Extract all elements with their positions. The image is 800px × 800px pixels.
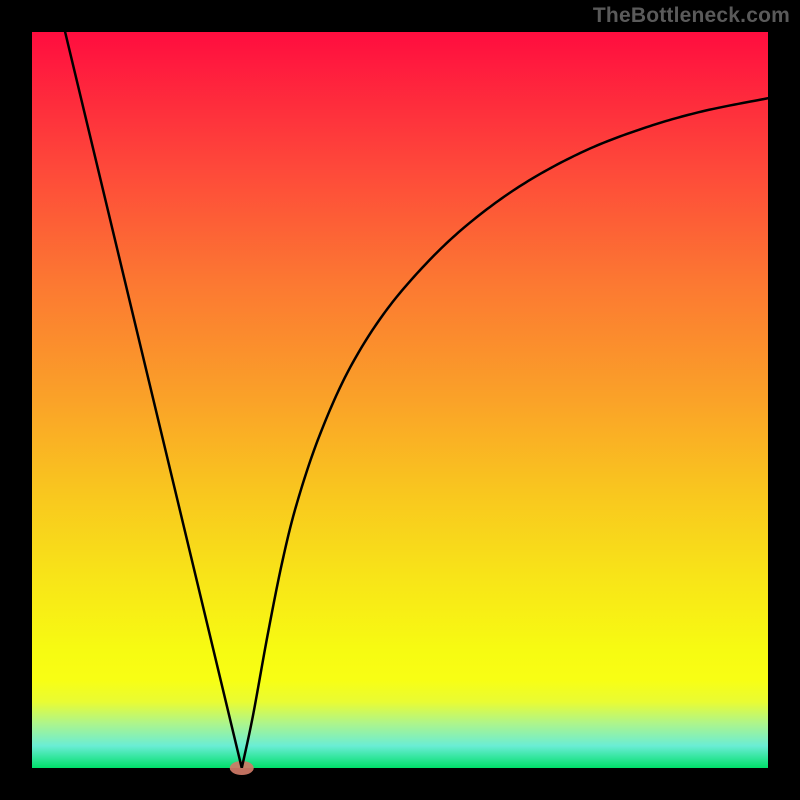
chart-container: { "watermark": { "text": "TheBottleneck.… bbox=[0, 0, 800, 800]
bottleneck-chart bbox=[0, 0, 800, 800]
plot-area bbox=[32, 32, 768, 768]
watermark-text: TheBottleneck.com bbox=[593, 4, 790, 28]
